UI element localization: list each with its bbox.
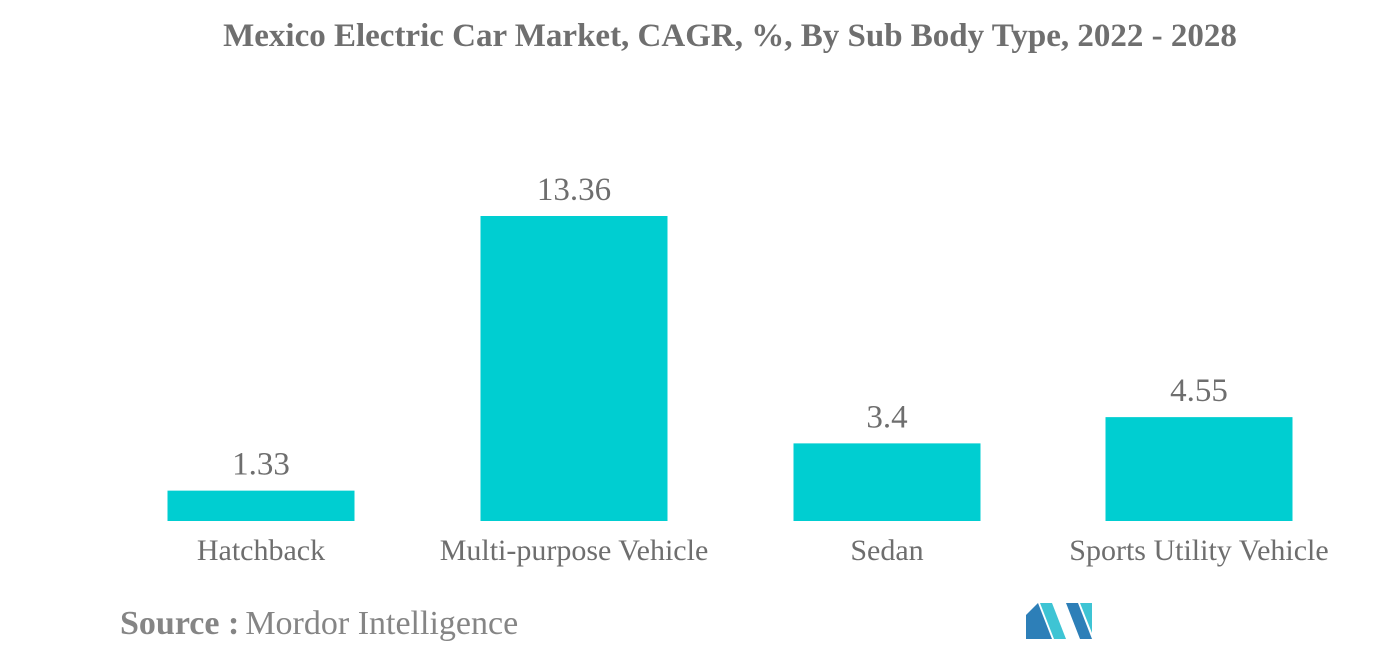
source-note: Source : Mordor Intelligence xyxy=(120,605,518,643)
category-labels-layer: Hatchback Multi-purpose Vehicle Sedan Sport… xyxy=(197,534,1329,567)
logo-middle-shape xyxy=(1040,603,1066,639)
category-label: Multi-purpose Vehicle xyxy=(440,534,709,567)
bar xyxy=(1105,417,1293,521)
bar-value-label: 3.4 xyxy=(866,399,907,435)
value-labels-layer: 1.33 13.36 3.4 4.55 xyxy=(232,172,1228,483)
mordor-logo-icon xyxy=(1026,603,1092,639)
chart-title: Mexico Electric Car Market, CAGR, %, By … xyxy=(223,18,1237,54)
bar xyxy=(480,216,668,521)
bar-value-label: 1.33 xyxy=(232,447,290,483)
logo-right-light-shape xyxy=(1080,603,1092,633)
bar-value-label: 13.36 xyxy=(537,172,611,208)
bar-chart: 1.33 13.36 3.4 4.55 Hatchback Multi-purpose … xyxy=(167,172,1329,567)
source-value: Mordor Intelligence xyxy=(245,605,519,642)
category-label: Hatchback xyxy=(197,534,325,567)
logo-right-shape xyxy=(1066,603,1092,639)
bar-value-label: 4.55 xyxy=(1170,373,1228,409)
category-label: Sports Utility Vehicle xyxy=(1069,534,1328,567)
logo-left-shape xyxy=(1026,603,1052,639)
bar xyxy=(167,490,355,521)
bars-layer xyxy=(167,216,1293,521)
bar xyxy=(793,443,981,521)
source-label: Source : xyxy=(120,605,240,642)
category-label: Sedan xyxy=(850,534,923,567)
